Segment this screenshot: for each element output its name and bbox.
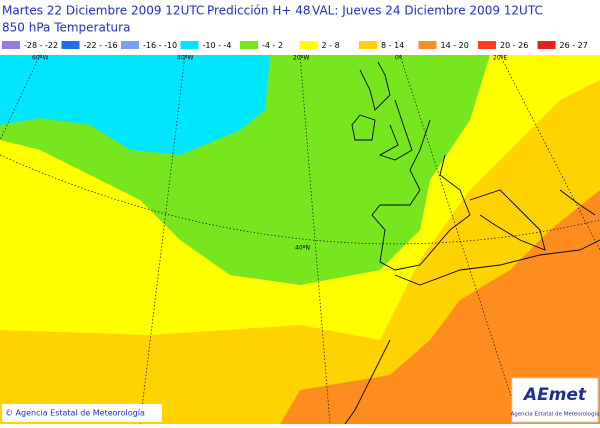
legend-swatch <box>2 41 20 49</box>
coast-britain <box>378 99 413 161</box>
legend-label: -28 - -22 <box>24 41 58 50</box>
forecast-step: Predicción H+ 48 <box>207 4 310 18</box>
lon-label: 40ºW <box>177 55 193 62</box>
coast-iberia-france <box>371 119 471 271</box>
graticule-labels: 60ºW 40ºW 20ºW 0º 20ºE 40ºN <box>32 55 507 252</box>
legend-label: 14 - 20 <box>441 41 469 50</box>
lon-label: 20ºE <box>493 55 507 62</box>
coast-italy <box>469 189 546 251</box>
lon-label: 20ºW <box>293 55 309 62</box>
copyright: © Agencia Estatal de Meteorología <box>5 409 145 418</box>
graticule <box>0 54 600 425</box>
legend-label: 8 - 14 <box>381 41 404 50</box>
legend-label: 2 - 8 <box>322 41 340 50</box>
legend-label: 26 - 27 <box>560 41 588 50</box>
meridian-20e <box>499 54 600 251</box>
logo-caption: Agencia Estatal de Meteorología <box>511 411 600 418</box>
field-name: 850 hPa Temperatura <box>2 21 130 35</box>
zone-minus10-minus4 <box>0 55 270 155</box>
legend-swatch <box>418 41 437 49</box>
legend-swatch <box>240 41 258 49</box>
meridian-20w <box>299 54 331 425</box>
legend-swatch <box>478 41 496 49</box>
legend-swatch <box>359 41 377 49</box>
logo: AEmet <box>522 385 587 405</box>
logo-box <box>511 377 599 423</box>
coast-scotland <box>359 61 391 111</box>
lat-label: 40ºN <box>295 245 310 252</box>
legend-label: -16 - -10 <box>143 41 177 50</box>
meridian-0 <box>399 54 521 425</box>
legend-label: 20 - 26 <box>500 41 528 50</box>
zone-14-20 <box>280 190 600 424</box>
meridian-60w <box>0 54 41 141</box>
legend-swatch <box>537 41 556 49</box>
coast-north-africa <box>394 239 600 286</box>
map-field <box>0 55 600 424</box>
coast-balkans <box>559 189 596 216</box>
coastlines <box>344 61 600 425</box>
lon-label: 0º <box>395 55 402 62</box>
legend-label: -22 - -16 <box>84 41 118 50</box>
legend-swatch <box>299 41 318 49</box>
legend: -28 - -22 -22 - -16 -16 - -10 -10 - -4 -4 - … <box>2 41 588 50</box>
copyright-box <box>2 404 162 422</box>
valid-time: VAL: Jueves 24 Diciembre 2009 12UTC <box>312 4 543 18</box>
meridian-40w <box>139 54 186 425</box>
coast-ireland <box>351 114 376 141</box>
legend-label: -10 - -4 <box>203 41 232 50</box>
legend-swatch <box>61 41 80 49</box>
lon-label: 60ºW <box>32 55 48 62</box>
legend-swatch <box>180 41 199 49</box>
legend-label: -4 - 2 <box>262 41 283 50</box>
legend-swatch <box>121 41 139 49</box>
coast-west-africa <box>344 339 391 425</box>
parallel-40n <box>0 154 600 245</box>
run-time: Martes 22 Diciembre 2009 12UTC <box>2 4 204 18</box>
